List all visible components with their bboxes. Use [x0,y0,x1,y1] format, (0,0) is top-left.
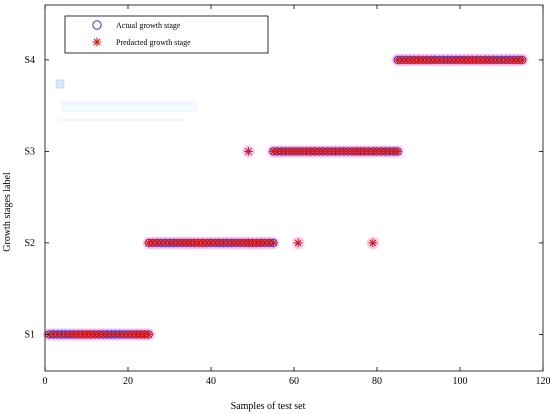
predicted-point [244,147,253,156]
legend-box [64,15,269,54]
legend-actual-label: Actual growth stage [116,21,181,30]
legend-star [92,37,102,47]
y-axis-label: Growth stages label [2,172,13,252]
legend-predicted-label: Predacted growth stage [116,38,191,47]
predicted-point [144,330,154,339]
highlight-layer [42,53,529,341]
y-tick-label: S4 [24,55,35,66]
x-tick-label: 100 [453,376,468,387]
legend-actual-marker [92,20,102,30]
actual-series-layer [45,55,527,339]
x-tick-label: 80 [372,376,382,387]
predicted-point [293,238,303,248]
x-tick-label: 20 [123,376,133,387]
predicted-series-layer [44,55,527,339]
faint-artifacts [55,79,198,121]
x-tick-label: 0 [43,376,48,387]
predicted-point [368,238,378,248]
axis-ticks: 0 20 40 60 80 100 120 S1 S2 S3 S4 [24,5,550,387]
predicted-point [268,238,278,248]
x-axis-label: Samples of test set [231,401,306,412]
y-tick-label: S1 [24,329,35,340]
y-tick-label: S3 [24,146,35,157]
legend: Actual growth stage Predacted growth sta… [64,15,269,54]
x-tick-label: 60 [289,376,299,387]
x-tick-label: 40 [206,376,216,387]
legend-predicted-marker [92,37,102,47]
x-tick-label: 120 [536,376,550,387]
predicted-point [393,147,403,156]
predicted-point [517,55,527,65]
y-tick-label: S2 [24,238,35,249]
